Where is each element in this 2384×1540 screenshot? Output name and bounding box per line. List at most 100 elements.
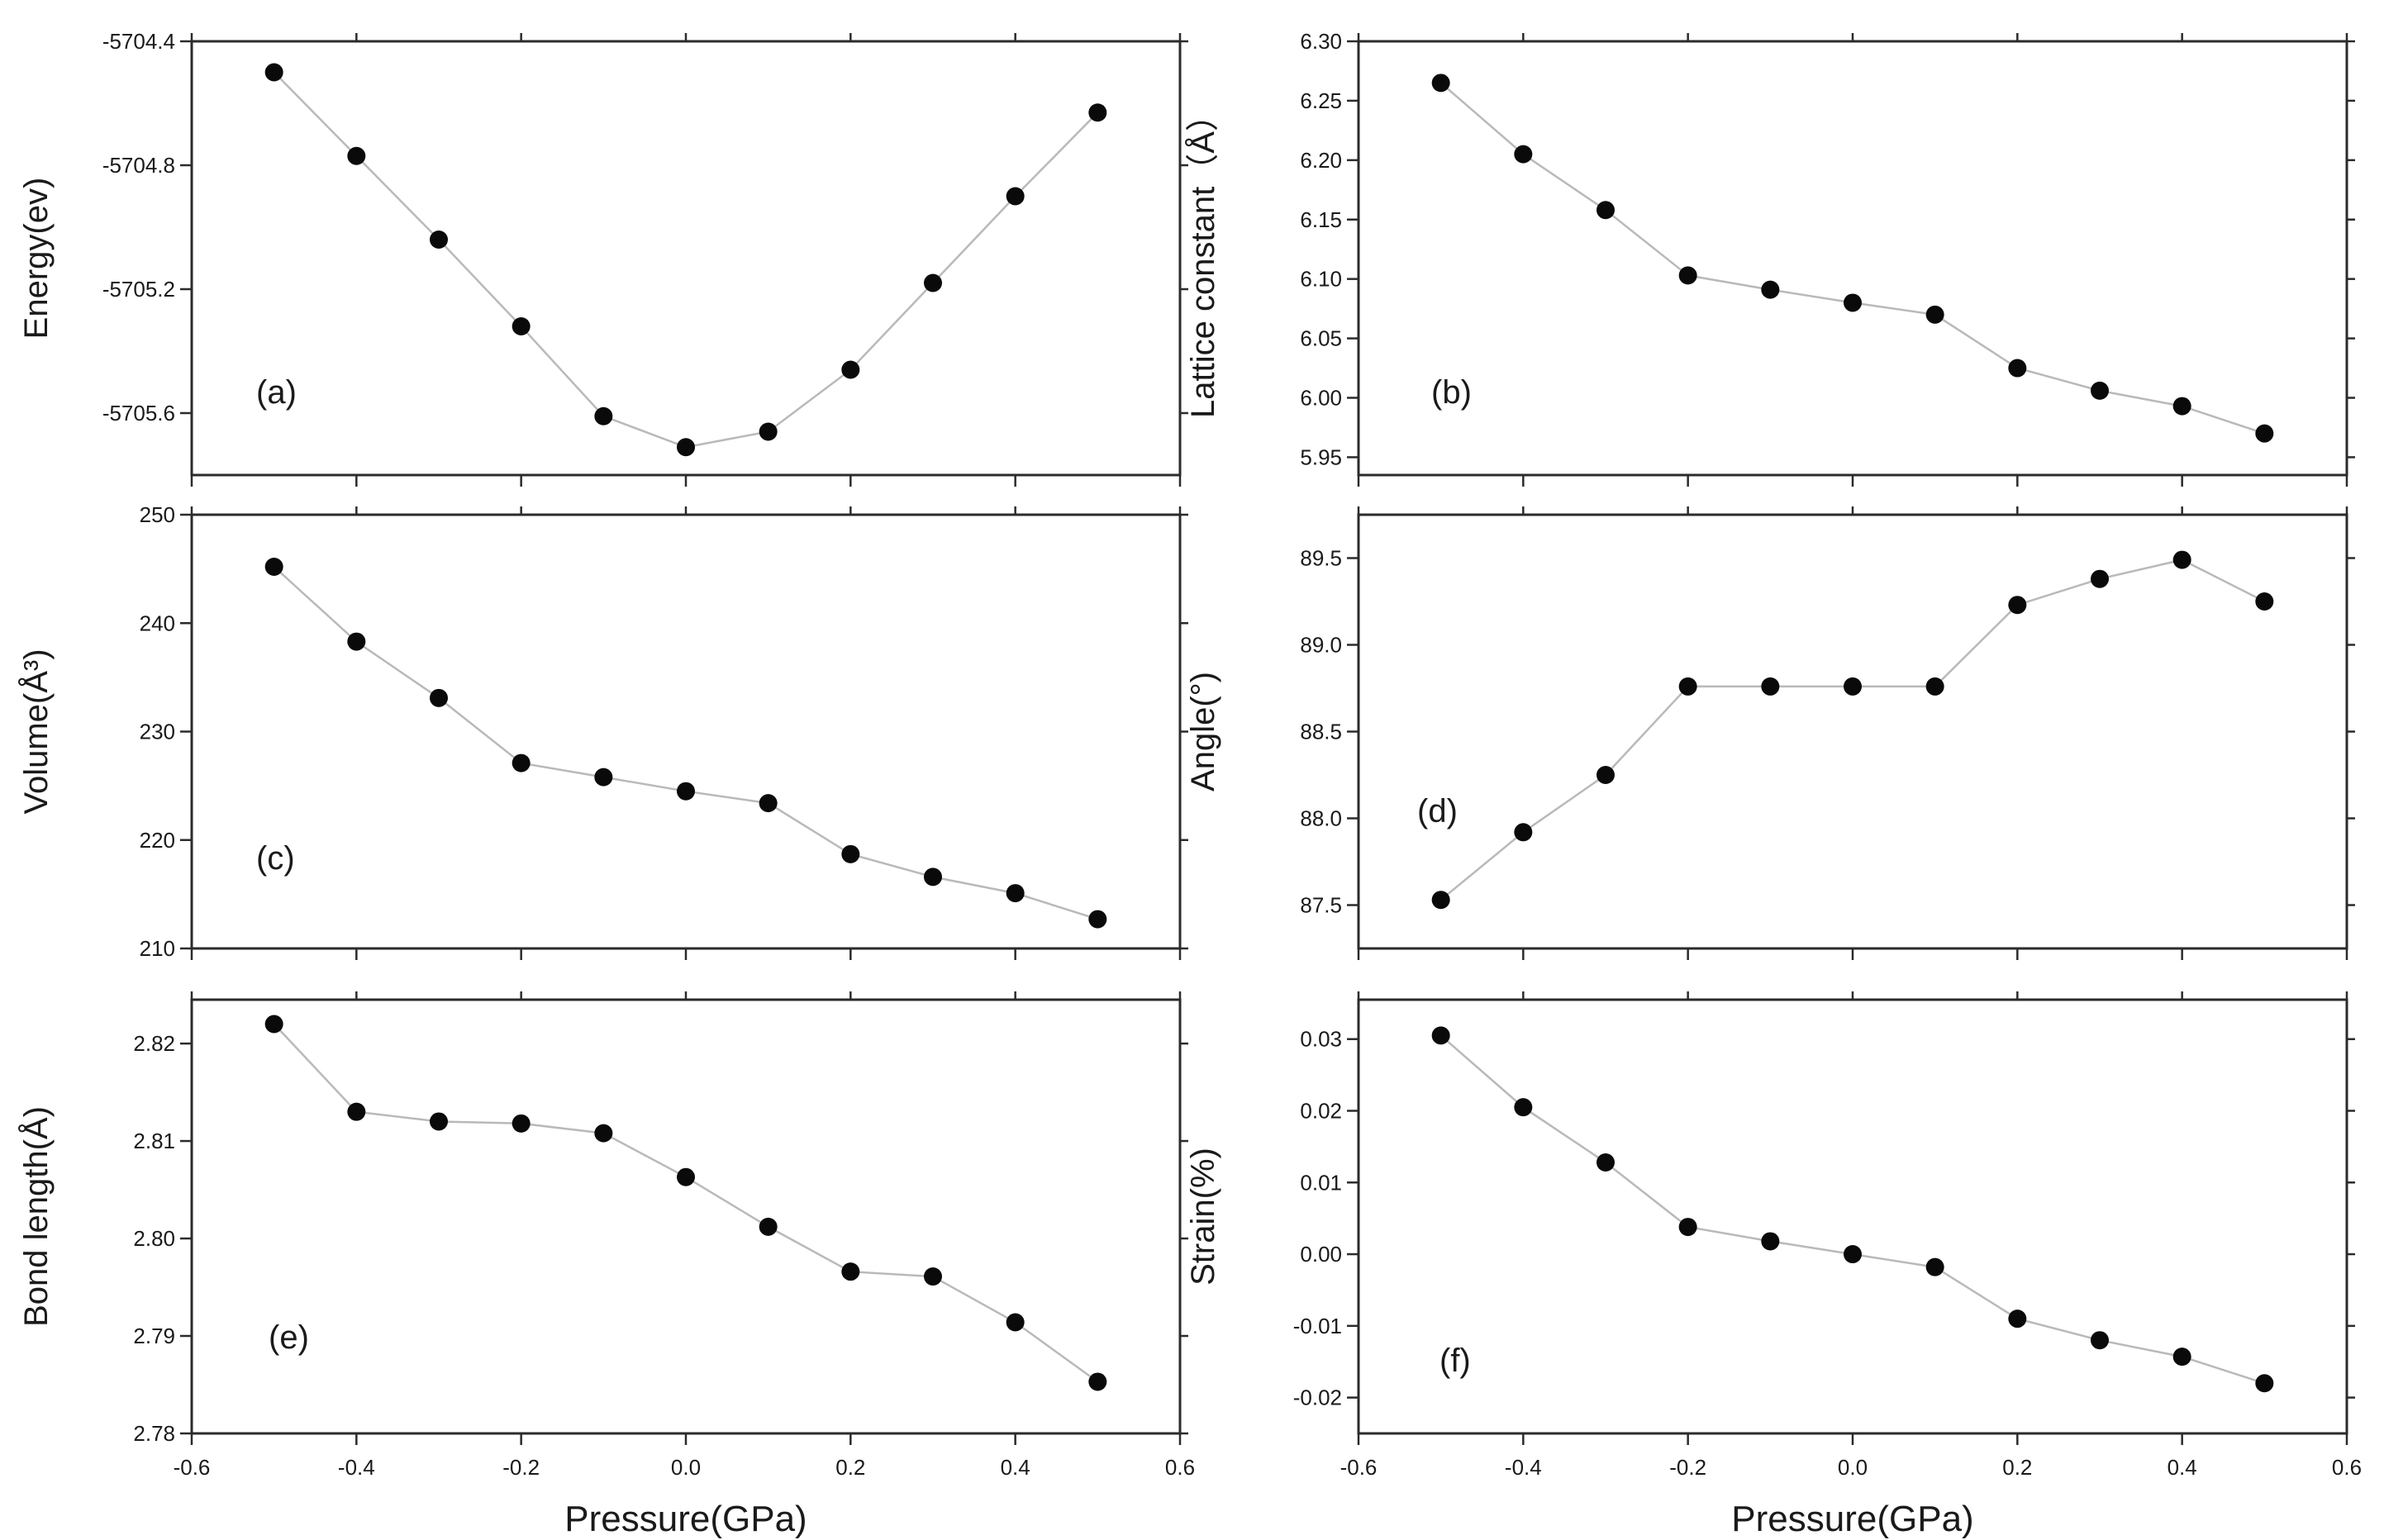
data-point [2091, 1331, 2109, 1350]
y-tick-label: 2.78 [133, 1421, 175, 1446]
data-point [594, 768, 613, 787]
data-point [2091, 381, 2109, 400]
y-tick-label: -5704.4 [102, 29, 175, 54]
y-tick-label: 230 [140, 720, 175, 744]
x-tick-label: -0.6 [1340, 1455, 1378, 1480]
data-point [2091, 569, 2109, 588]
y-tick-label: 250 [140, 502, 175, 527]
data-point [2255, 424, 2274, 443]
data-point [841, 844, 860, 863]
data-point [512, 753, 531, 772]
data-point [1844, 677, 1862, 696]
y-tick-label: -0.01 [1293, 1314, 1342, 1338]
data-point [512, 1114, 531, 1133]
data-point [264, 558, 283, 576]
data-point [1678, 266, 1697, 285]
data-point [1678, 1218, 1697, 1237]
panel-b: 6.30 6.25 6.20 6.15 6.10 6.05 6.00 5.95 Lattice … [1184, 29, 2355, 487]
data-point [2255, 1374, 2274, 1393]
y-tick-label: 87.5 [1300, 893, 1342, 918]
y-tick-label: -5705.2 [102, 277, 175, 302]
y-tick-label: 89.0 [1300, 633, 1342, 658]
panel-d: 89.5 89.0 88.5 88.0 87.5 Angle(°) (d) [1185, 506, 2355, 960]
data-point [677, 782, 695, 801]
series-line [273, 1023, 1099, 1383]
y-tick-label: 0.01 [1300, 1170, 1342, 1195]
x-tick-label: 0.0 [1838, 1455, 1868, 1480]
data-point [1596, 201, 1615, 220]
series-line [1439, 1034, 2265, 1385]
plot-frame [190, 513, 1182, 950]
y-tick-label: 88.5 [1300, 720, 1342, 744]
data-point [759, 794, 778, 813]
data-point [759, 422, 778, 441]
y-axis-title: Strain(%) [1185, 1148, 1221, 1286]
y-axis-title: Volume(Å³) [17, 649, 55, 814]
y-tick-label: 6.10 [1300, 267, 1342, 292]
data-point [1925, 677, 1944, 696]
data-point [1088, 910, 1107, 929]
x-tick-label: 0.0 [671, 1455, 701, 1480]
data-point [347, 1102, 366, 1121]
y-axis-title: Angle(°) [1185, 672, 1221, 791]
data-point [430, 688, 448, 707]
panel-f: -0.6 -0.4 -0.2 0.0 0.2 0.4 0.6 0.03 0.02 0.01 0.00… [1185, 991, 2362, 1539]
y-tick-label: 0.00 [1300, 1242, 1342, 1267]
data-point [512, 317, 531, 335]
data-point [841, 1262, 860, 1281]
x-tick-label: 0.2 [2002, 1455, 2032, 1480]
data-point [1596, 1153, 1615, 1172]
data-point [1006, 1313, 1025, 1332]
panel-a: -5704.4 -5704.8 -5705.2 -5705.6 Energy(ev) (a… [18, 29, 1188, 487]
data-point [1431, 891, 1450, 910]
data-point [759, 1217, 778, 1236]
panel-label: (e) [269, 1319, 309, 1356]
y-tick-label: 88.0 [1300, 806, 1342, 831]
data-point [677, 1167, 695, 1186]
plot-frame [1357, 998, 2348, 1435]
data-point [594, 406, 613, 425]
y-tick-label: 6.15 [1300, 207, 1342, 232]
data-point [2172, 1348, 2191, 1367]
x-tick-label: 0.6 [2332, 1455, 2362, 1480]
plot-frame [190, 998, 1182, 1435]
data-point [430, 1112, 448, 1131]
data-point [430, 231, 448, 249]
y-tick-label: 0.03 [1300, 1027, 1342, 1052]
y-tick-label: 5.95 [1300, 444, 1342, 469]
panel-label: (f) [1439, 1343, 1471, 1379]
data-point [1514, 823, 1533, 842]
y-tick-label: 2.79 [133, 1324, 175, 1348]
panel-e: -0.6 -0.4 -0.2 0.0 0.2 0.4 0.6 2.82 2.81 2.80 2.79… [17, 991, 1195, 1539]
data-point [347, 146, 366, 165]
x-axis-title: Pressure(GPa) [1731, 1499, 1973, 1539]
y-axis-title: Energy(ev) [18, 178, 55, 340]
data-point [264, 63, 283, 82]
data-point [1596, 766, 1615, 784]
x-tick-label: 0.4 [2167, 1455, 2197, 1480]
x-tick-label: -0.6 [174, 1455, 211, 1480]
x-tick-label: -0.2 [502, 1455, 540, 1480]
data-point [1514, 1098, 1533, 1117]
series-line [273, 71, 1099, 449]
y-tick-label: 6.05 [1300, 326, 1342, 351]
x-tick-label: 0.6 [1165, 1455, 1195, 1480]
series-line [273, 566, 1098, 920]
x-tick-label: 0.4 [1001, 1455, 1030, 1480]
y-axis-title: Lattice constant（Å） [1184, 98, 1221, 418]
y-tick-label: 2.80 [133, 1226, 175, 1251]
y-tick-label: 210 [140, 936, 175, 961]
x-axis-title: Pressure(GPa) [564, 1499, 807, 1539]
plot-frame [1357, 40, 2348, 477]
data-point [841, 360, 860, 379]
panel-label: (c) [256, 840, 295, 877]
y-tick-label: 6.00 [1300, 386, 1342, 411]
data-point [1006, 884, 1025, 903]
y-axis-title: Bond length(Å) [17, 1106, 55, 1327]
x-tick-label: 0.2 [835, 1455, 865, 1480]
data-point [924, 1267, 942, 1286]
data-point [1678, 677, 1697, 696]
plot-frame [1357, 513, 2348, 950]
y-tick-label: 220 [140, 828, 175, 853]
